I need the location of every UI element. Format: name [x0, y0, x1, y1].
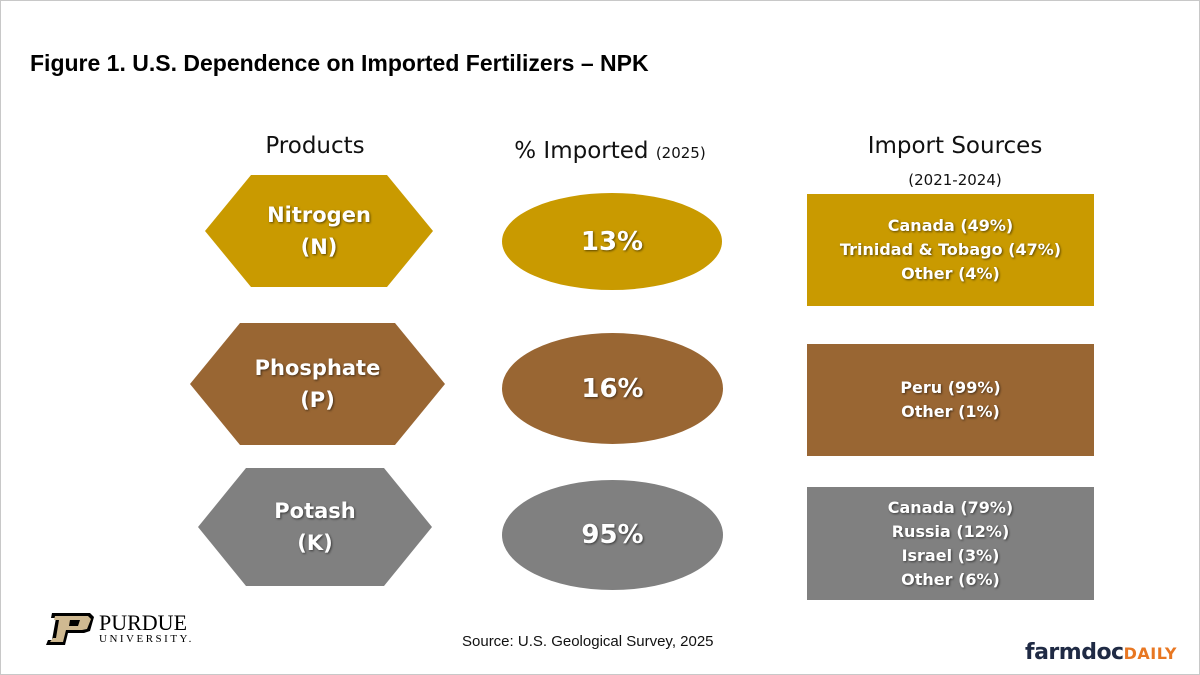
- sources-header-years: (2021-2024): [908, 171, 1002, 189]
- pct-imported: 16%: [581, 373, 644, 404]
- purdue-university-text: UNIVERSITY.: [99, 633, 194, 645]
- product-symbol: (P): [300, 388, 335, 412]
- purdue-logo: PURDUE UNIVERSITY.: [44, 612, 194, 645]
- product-symbol: (K): [297, 531, 333, 555]
- source-item: Peru (99%): [900, 378, 1001, 397]
- source-item: Canada (79%): [887, 497, 1014, 517]
- farmdoc-daily-logo: farmdocDAILY: [1025, 640, 1177, 665]
- source-item: Israel (3%): [901, 545, 1000, 565]
- product-name: Nitrogen: [267, 203, 371, 227]
- pct-imported: 13%: [580, 226, 644, 257]
- figure-title: Figure 1. U.S. Dependence on Imported Fe…: [30, 50, 649, 76]
- phosphate-sources-box: Peru (99%) Other (1%): [807, 344, 1094, 456]
- source-item: Russia (12%): [891, 521, 1010, 541]
- source-item: Canada (49%): [887, 216, 1014, 235]
- nitrogen-sources-box: Canada (49%) Trinidad & Tobago (47%) Oth…: [807, 194, 1094, 306]
- potash-hexagon: Potash (K): [198, 468, 432, 586]
- daily-text: DAILY: [1123, 644, 1177, 663]
- source-item: Other (6%): [901, 569, 1000, 589]
- purdue-p-icon: [46, 612, 94, 645]
- purdue-wordmark: PURDUE: [99, 610, 188, 635]
- pct-imported: 95%: [581, 520, 644, 550]
- nitrogen-pct-ellipse: 13%: [502, 193, 722, 290]
- potash-pct-ellipse: 95%: [502, 480, 723, 590]
- source-item: Other (4%): [901, 264, 1000, 283]
- nitrogen-hexagon: Nitrogen (N): [205, 175, 433, 287]
- product-name: Phosphate: [254, 356, 381, 380]
- phosphate-hexagon: Phosphate (P): [190, 323, 445, 445]
- imported-header-year: (2025): [655, 144, 706, 162]
- product-symbol: (N): [300, 235, 338, 259]
- imported-header-label: % Imported: [514, 138, 649, 164]
- farmdoc-text: farmdoc: [1025, 640, 1124, 665]
- source-item: Trinidad & Tobago (47%): [839, 240, 1062, 259]
- products-header: Products: [265, 133, 365, 159]
- sources-header: Import Sources: [867, 133, 1043, 159]
- imported-header: % Imported (2025): [470, 138, 750, 164]
- potash-sources-box: Canada (79%) Russia (12%) Israel (3%) Ot…: [807, 487, 1094, 600]
- phosphate-pct-ellipse: 16%: [502, 333, 723, 444]
- source-note: Source: U.S. Geological Survey, 2025: [462, 633, 714, 650]
- source-item: Other (1%): [901, 402, 1000, 421]
- product-name: Potash: [274, 499, 356, 523]
